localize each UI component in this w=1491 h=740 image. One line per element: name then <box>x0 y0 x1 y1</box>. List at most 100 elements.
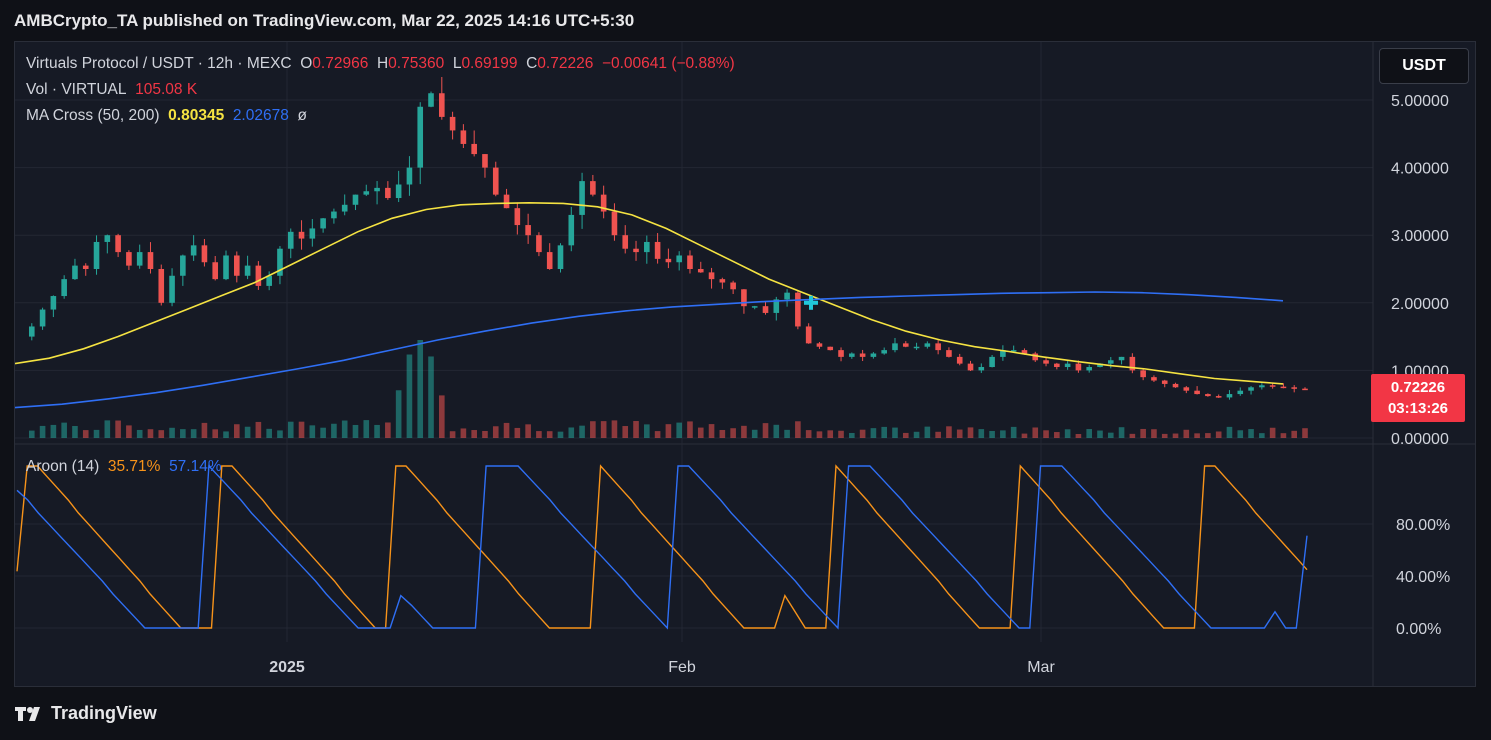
candle-body <box>719 279 726 283</box>
volume-bar <box>169 427 175 438</box>
volume-bar <box>956 429 963 438</box>
candle-body <box>298 231 305 239</box>
x-tick: Feb <box>668 659 696 676</box>
currency-button[interactable]: USDT <box>1379 48 1469 84</box>
volume-bar <box>28 430 35 438</box>
volume-bar <box>212 429 219 438</box>
candle-body <box>417 106 424 168</box>
candle-body <box>525 225 531 236</box>
x-tick: 2025 <box>269 659 305 676</box>
volume-bar <box>665 424 672 438</box>
y-tick-price: 4.00000 <box>1391 161 1449 178</box>
candle-body <box>471 143 477 155</box>
ma50-value: 0.80345 <box>168 107 225 124</box>
candle-body <box>697 269 704 273</box>
candle-body <box>967 363 974 371</box>
volume-bar <box>881 426 887 438</box>
volume-bar <box>471 430 477 438</box>
candle-body <box>536 235 542 253</box>
candle-body <box>1259 385 1265 388</box>
candle-body <box>654 241 661 259</box>
symbol-name[interactable]: Virtuals Protocol / USDT · 12h · MEXC <box>26 55 292 72</box>
candle-body <box>870 353 877 357</box>
volume-bar <box>277 430 283 438</box>
volume-bar <box>805 430 812 438</box>
candle-body <box>1215 396 1222 398</box>
candle-body <box>827 346 834 351</box>
y-tick-price: 0.00000 <box>1391 431 1449 448</box>
tradingview-footer[interactable]: TradingView <box>15 703 157 724</box>
candle-body <box>665 258 672 263</box>
candle-body <box>1075 363 1082 371</box>
cross-v <box>809 295 813 310</box>
candle-body <box>1194 390 1200 395</box>
volume-bar <box>1129 433 1136 438</box>
chart-frame[interactable]: 5.00000 4.00000 3.00000 2.00000 1.00000 0.000… <box>14 41 1476 687</box>
volume-bar <box>147 429 154 438</box>
volume-bar <box>266 428 272 438</box>
volume-bar <box>870 428 877 438</box>
candle-body <box>1107 360 1114 364</box>
candle-body <box>1054 363 1060 368</box>
volume-bar <box>1010 426 1017 438</box>
volume-bar <box>352 424 359 438</box>
aroon-down-value: 57.14% <box>169 458 222 475</box>
close-value: 0.72226 <box>537 55 594 72</box>
volume-bar <box>1000 430 1006 438</box>
volume-bar <box>633 421 639 438</box>
y-tick-price: 5.00000 <box>1391 93 1449 110</box>
candle-body <box>557 245 564 269</box>
volume-bar <box>1194 433 1200 438</box>
volume-bar <box>406 354 413 438</box>
volume-bar <box>136 429 143 438</box>
candle-body <box>1280 386 1287 389</box>
candle-body <box>223 255 229 280</box>
candle-body <box>622 235 629 249</box>
volume-bar <box>309 425 316 438</box>
volume-bar <box>525 424 531 438</box>
volume-bars <box>28 340 1308 438</box>
candle-body <box>50 296 57 310</box>
candle-body <box>784 292 790 300</box>
volume-bar <box>503 422 510 438</box>
volume-bar <box>967 427 974 438</box>
candle-body <box>439 93 445 117</box>
candle-body <box>913 346 920 349</box>
candle-body <box>1161 380 1168 384</box>
volume-bar <box>762 423 769 438</box>
volume-label[interactable]: Vol · VIRTUAL <box>26 81 127 98</box>
aroon-label[interactable]: Aroon (14) <box>26 458 100 475</box>
candle-body <box>1302 388 1308 391</box>
change-value: −0.00641 (−0.88%) <box>601 55 735 72</box>
volume-bar <box>363 420 370 438</box>
volume-bar <box>1075 433 1082 438</box>
candle-body <box>1129 356 1136 371</box>
volume-bar <box>708 424 715 438</box>
volume-bar <box>1302 428 1308 438</box>
candle-body <box>115 235 121 253</box>
tradingview-brand: TradingView <box>51 703 157 723</box>
volume-bar <box>730 428 736 438</box>
volume-legend: Vol · VIRTUAL 105.08 K <box>26 81 197 99</box>
candle-body <box>61 279 67 297</box>
volume-bar <box>395 390 402 438</box>
candle-body <box>482 154 488 168</box>
ma-label[interactable]: MA Cross (50, 200) <box>26 107 160 124</box>
last-price: 0.72226 <box>1390 379 1446 396</box>
candle-body <box>428 93 434 107</box>
volume-bar <box>93 429 100 438</box>
x-tick: Mar <box>1027 659 1055 676</box>
volume-bar <box>1226 426 1233 438</box>
candle-body <box>374 187 380 192</box>
candle-body <box>1151 377 1157 381</box>
candle-body <box>1000 350 1006 357</box>
volume-bar <box>1097 430 1103 438</box>
y-tick-price: 3.00000 <box>1391 228 1449 245</box>
chart-svg[interactable]: 5.000004.000003.000002.000001.000000.000… <box>15 42 1475 686</box>
candle-body <box>1172 383 1179 388</box>
candle-body <box>568 214 575 246</box>
ma-lines <box>15 201 1284 409</box>
candle-body <box>838 350 844 357</box>
candle-body <box>849 353 855 357</box>
candle-body <box>1086 367 1093 371</box>
